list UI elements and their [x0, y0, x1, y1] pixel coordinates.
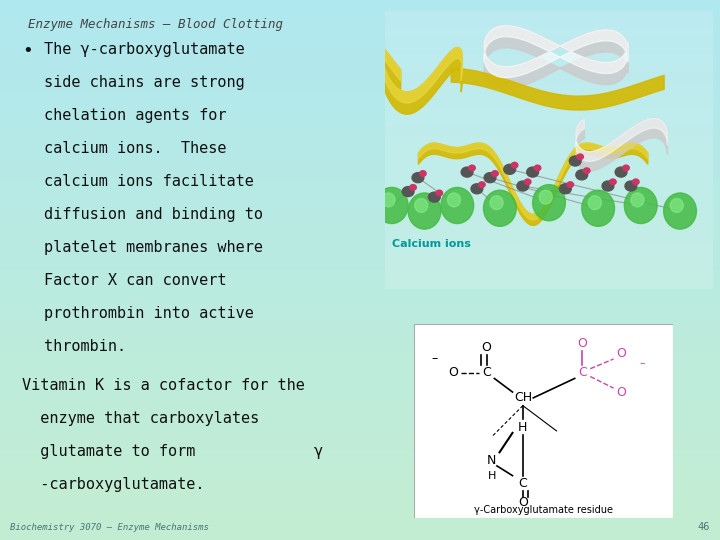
- Circle shape: [479, 182, 485, 187]
- Text: enzyme that carboxylates: enzyme that carboxylates: [22, 411, 259, 426]
- Text: Vitamin K is a cofactor for the: Vitamin K is a cofactor for the: [22, 378, 305, 393]
- Circle shape: [583, 168, 590, 173]
- Text: calcium ions.  These: calcium ions. These: [44, 141, 227, 156]
- Text: -carboxyglutamate.: -carboxyglutamate.: [22, 477, 204, 492]
- Text: O: O: [616, 347, 626, 360]
- Text: prothrombin into active: prothrombin into active: [44, 306, 254, 321]
- Text: H: H: [487, 471, 496, 481]
- Circle shape: [576, 170, 588, 180]
- Text: O: O: [616, 386, 626, 399]
- Circle shape: [492, 171, 498, 176]
- Circle shape: [504, 164, 516, 174]
- Ellipse shape: [533, 185, 565, 221]
- Text: platelet membranes where: platelet membranes where: [44, 240, 263, 255]
- Text: calcium ions facilitate: calcium ions facilitate: [44, 174, 254, 189]
- Text: The γ-carboxyglutamate: The γ-carboxyglutamate: [44, 42, 245, 57]
- Text: •: •: [22, 42, 33, 60]
- Ellipse shape: [588, 195, 601, 210]
- Text: O: O: [577, 337, 588, 350]
- Ellipse shape: [408, 193, 441, 229]
- Ellipse shape: [582, 190, 615, 226]
- Circle shape: [602, 181, 614, 191]
- Text: glutamate to form             γ: glutamate to form γ: [22, 444, 323, 459]
- Circle shape: [436, 190, 443, 195]
- Circle shape: [610, 179, 616, 185]
- Circle shape: [469, 165, 475, 171]
- Text: –: –: [431, 353, 438, 366]
- Circle shape: [527, 167, 539, 177]
- Text: O: O: [482, 341, 492, 354]
- Ellipse shape: [375, 187, 408, 224]
- Circle shape: [615, 167, 627, 177]
- Text: C: C: [518, 477, 527, 490]
- Text: C: C: [578, 366, 587, 379]
- Circle shape: [484, 173, 496, 183]
- Circle shape: [524, 179, 531, 185]
- Circle shape: [420, 171, 426, 176]
- Text: chelation agents for: chelation agents for: [44, 108, 227, 123]
- Text: Calcium ions: Calcium ions: [392, 239, 471, 249]
- Text: CH: CH: [514, 392, 532, 404]
- Circle shape: [577, 154, 583, 160]
- Circle shape: [511, 163, 518, 168]
- Circle shape: [534, 165, 541, 171]
- Ellipse shape: [670, 199, 683, 212]
- Circle shape: [559, 184, 571, 194]
- Text: C: C: [482, 366, 491, 379]
- Circle shape: [462, 167, 473, 177]
- Text: 46: 46: [698, 522, 710, 532]
- Circle shape: [402, 186, 414, 197]
- Text: O: O: [518, 496, 528, 509]
- Text: diffusion and binding to: diffusion and binding to: [44, 207, 263, 222]
- Circle shape: [412, 173, 424, 183]
- Ellipse shape: [441, 187, 474, 224]
- Text: –: –: [639, 358, 645, 368]
- Circle shape: [428, 192, 440, 202]
- Circle shape: [570, 156, 581, 166]
- Ellipse shape: [631, 193, 644, 207]
- Circle shape: [567, 182, 574, 187]
- Circle shape: [471, 184, 483, 194]
- Circle shape: [623, 165, 629, 171]
- Ellipse shape: [447, 193, 461, 207]
- Text: side chains are strong: side chains are strong: [44, 75, 245, 90]
- Ellipse shape: [490, 195, 503, 210]
- Text: γ-Carboxyglutamate residue: γ-Carboxyglutamate residue: [474, 504, 613, 515]
- Circle shape: [633, 179, 639, 185]
- Text: thrombin.: thrombin.: [44, 339, 126, 354]
- Ellipse shape: [624, 187, 657, 224]
- FancyBboxPatch shape: [414, 324, 673, 518]
- Text: H: H: [518, 421, 528, 434]
- Text: O: O: [448, 366, 458, 379]
- Ellipse shape: [382, 193, 395, 207]
- Ellipse shape: [415, 199, 428, 212]
- Ellipse shape: [664, 193, 696, 229]
- Ellipse shape: [484, 190, 516, 226]
- Circle shape: [625, 181, 636, 191]
- Text: Enzyme Mechanisms – Blood Clotting: Enzyme Mechanisms – Blood Clotting: [28, 18, 283, 31]
- Text: Biochemistry 3070 – Enzyme Mechanisms: Biochemistry 3070 – Enzyme Mechanisms: [10, 523, 209, 532]
- Ellipse shape: [539, 190, 552, 204]
- Text: Factor X can convert: Factor X can convert: [44, 273, 227, 288]
- FancyBboxPatch shape: [385, 11, 713, 289]
- Text: N: N: [487, 454, 497, 467]
- Circle shape: [410, 185, 416, 190]
- Circle shape: [517, 181, 528, 191]
